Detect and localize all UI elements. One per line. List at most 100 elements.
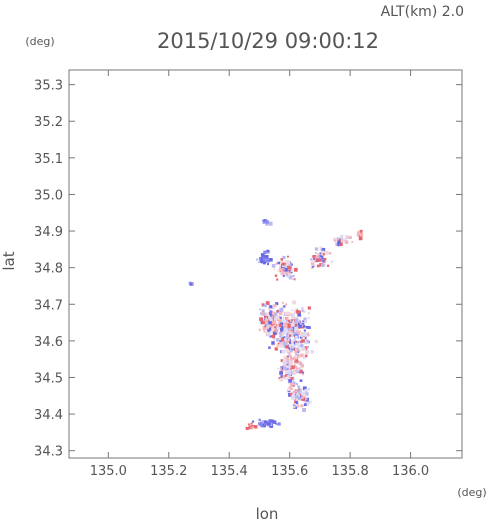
data-point: [274, 274, 278, 277]
data-point: [301, 373, 304, 376]
data-point: [288, 341, 292, 344]
data-point: [285, 371, 289, 374]
data-point: [283, 362, 287, 366]
data-point: [275, 330, 278, 334]
data-point: [297, 344, 301, 348]
data-point: [290, 269, 293, 272]
data-point: [297, 369, 300, 372]
data-point: [292, 371, 297, 375]
data-point: [273, 338, 276, 341]
data-point: [294, 324, 298, 329]
data-point: [291, 382, 296, 387]
data-point: [292, 300, 296, 305]
data-point: [293, 278, 296, 281]
data-point: [279, 272, 282, 274]
data-point: [298, 310, 301, 314]
data-point: [300, 339, 304, 343]
data-point: [297, 322, 301, 325]
data-point: [305, 326, 309, 329]
data-point: [278, 331, 282, 335]
data-point: [287, 388, 291, 392]
data-point: [272, 420, 277, 424]
data-point: [283, 327, 288, 332]
data-point: [273, 332, 277, 336]
data-point: [268, 316, 272, 320]
data-point: [263, 329, 267, 333]
data-point: [269, 328, 272, 330]
data-point: [302, 320, 305, 323]
data-point: [304, 389, 308, 393]
data-point: [269, 310, 273, 314]
data-point: [348, 236, 352, 239]
data-point: [295, 308, 297, 311]
data-point: [282, 316, 285, 319]
x-unit-label: (deg): [457, 486, 486, 499]
data-point: [269, 315, 273, 318]
data-point: [335, 242, 339, 247]
data-point: [303, 388, 306, 390]
data-point: [272, 320, 277, 325]
data-point: [280, 271, 284, 276]
data-point: [291, 313, 295, 317]
data-point: [265, 258, 269, 262]
data-point: [287, 255, 289, 258]
data-point: [320, 263, 325, 267]
data-point: [286, 377, 290, 381]
y-tick-label: 34.3: [34, 445, 63, 460]
data-point: [300, 333, 303, 337]
data-point: [288, 338, 290, 341]
data-point: [340, 239, 343, 242]
data-point: [258, 422, 263, 426]
data-point: [337, 242, 342, 247]
data-point: [284, 271, 289, 275]
data-point: [301, 392, 304, 396]
data-point: [281, 349, 286, 354]
data-point: [356, 232, 361, 237]
data-point: [279, 332, 283, 335]
data-point: [289, 393, 293, 396]
data-point: [269, 335, 272, 338]
data-point: [249, 424, 253, 428]
data-point: [344, 240, 349, 244]
data-point: [251, 425, 254, 427]
data-point: [307, 326, 311, 329]
data-point: [292, 390, 296, 394]
data-point: [290, 313, 292, 316]
data-point: [277, 269, 280, 272]
data-point: [323, 260, 327, 264]
data-point: [267, 323, 272, 328]
data-point: [272, 306, 275, 310]
data-point: [263, 304, 267, 308]
data-point: [301, 323, 305, 326]
data-point: [283, 332, 286, 335]
data-point: [294, 347, 297, 350]
data-point: [293, 362, 295, 365]
data-point: [279, 261, 284, 265]
data-point: [275, 315, 280, 320]
data-point: [299, 362, 303, 366]
data-point: [300, 392, 302, 394]
data-point: [301, 306, 304, 310]
data-point: [305, 350, 309, 355]
data-point: [342, 239, 347, 243]
y-tick-label: 34.8: [34, 262, 63, 277]
x-tick-label: 136.0: [392, 464, 429, 479]
data-point: [305, 397, 308, 401]
data-point: [268, 321, 272, 325]
data-point: [296, 404, 300, 408]
data-point: [282, 324, 285, 326]
data-point: [297, 312, 301, 317]
data-point: [287, 266, 290, 269]
data-point: [311, 261, 315, 266]
data-point: [288, 352, 291, 355]
data-point: [298, 367, 302, 371]
data-point: [308, 400, 312, 404]
data-point: [265, 319, 268, 323]
data-point: [299, 393, 302, 396]
data-point: [294, 393, 298, 397]
data-point: [275, 423, 278, 425]
data-point: [276, 323, 280, 327]
data-point: [315, 258, 319, 262]
data-point: [256, 258, 259, 261]
